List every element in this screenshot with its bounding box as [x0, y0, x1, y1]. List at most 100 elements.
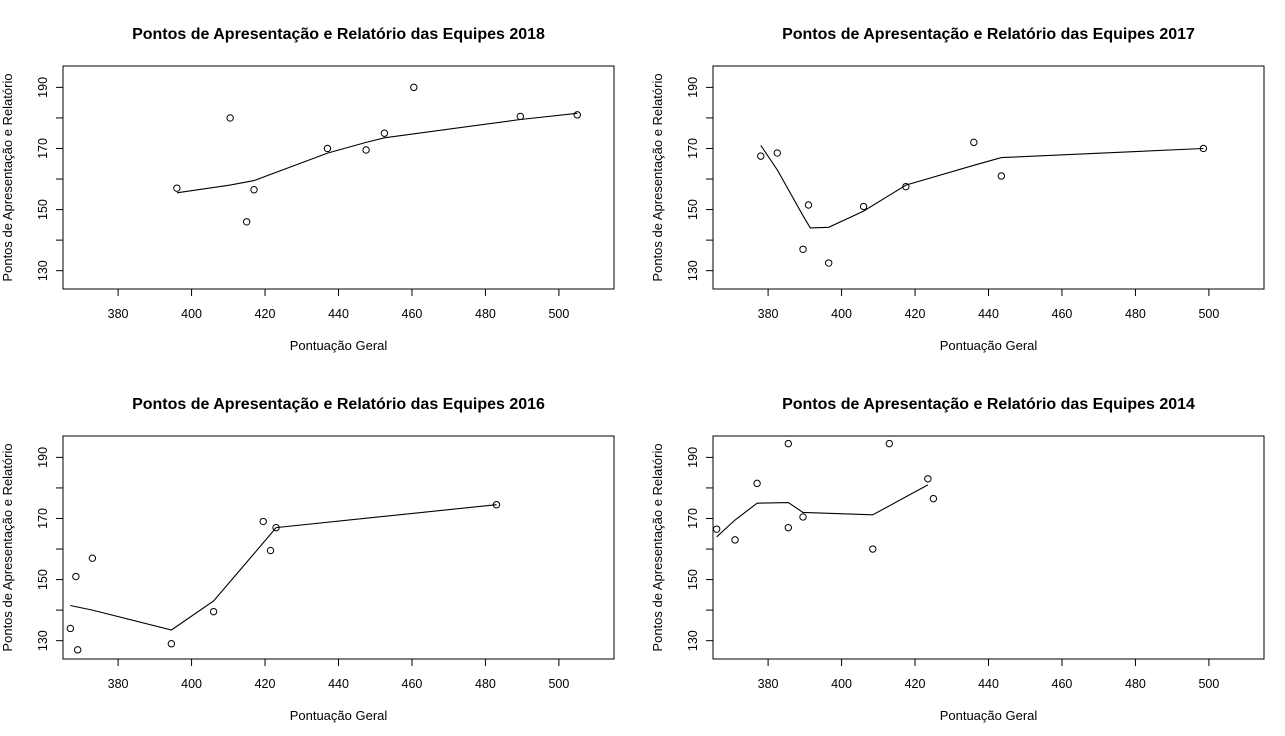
x-tick-label: 400: [831, 307, 852, 321]
y-tick-label: 150: [36, 199, 50, 220]
chart-title: Pontos de Apresentação e Relatório das E…: [782, 396, 1195, 413]
y-tick-label: 190: [686, 447, 700, 468]
x-tick-label: 440: [978, 677, 999, 691]
y-axis-label: Pontos de Apresentação e Relatório: [0, 443, 15, 651]
x-tick-label: 380: [108, 307, 129, 321]
data-point: [970, 138, 978, 147]
data-point: [66, 624, 75, 633]
y-tick-label: 150: [686, 569, 700, 590]
x-tick-label: 380: [758, 307, 779, 321]
x-tick-label: 420: [255, 677, 276, 691]
data-point: [869, 545, 877, 553]
chart-title: Pontos de Apresentação e Relatório das E…: [132, 26, 545, 43]
x-tick-label: 500: [548, 677, 569, 691]
plot-frame: [712, 435, 1265, 660]
y-tick-label: 170: [686, 138, 700, 159]
data-point: [902, 182, 910, 191]
x-tick-label: 380: [758, 677, 779, 691]
y-tick-label: 150: [36, 569, 50, 590]
x-tick-label: 460: [402, 677, 423, 691]
data-point: [929, 494, 938, 503]
y-tick-label: 190: [36, 447, 50, 468]
x-tick-label: 480: [1125, 677, 1146, 691]
plot-frame: [62, 65, 615, 290]
smooth-line: [70, 504, 497, 631]
x-axis-label: Pontuação Geral: [940, 708, 1038, 723]
data-point: [799, 513, 807, 521]
x-axis-label: Pontuação Geral: [940, 338, 1038, 353]
plot-frame: [62, 435, 615, 660]
data-point: [997, 172, 1006, 180]
data-point: [226, 114, 234, 122]
y-axis-label: Pontos de Apresentação e Relatório: [650, 443, 665, 651]
x-tick-label: 380: [108, 677, 129, 691]
x-tick-label: 420: [905, 307, 926, 321]
data-point: [859, 202, 868, 211]
data-point: [753, 479, 761, 488]
data-point: [362, 146, 370, 154]
data-point: [73, 646, 82, 654]
data-point: [209, 607, 218, 616]
smooth-line: [176, 112, 578, 194]
data-point: [885, 439, 894, 448]
data-point: [784, 523, 793, 532]
x-tick-label: 440: [978, 307, 999, 321]
data-point: [825, 259, 833, 267]
data-point: [924, 475, 932, 483]
x-axis-label: Pontuação Geral: [290, 338, 388, 353]
smooth-line: [716, 484, 929, 538]
chart-panel-1: Pontos de Apresentação e Relatório das E…: [0, 26, 615, 353]
x-tick-label: 400: [181, 677, 202, 691]
chart-title: Pontos de Apresentação e Relatório das E…: [782, 26, 1195, 43]
data-point: [492, 501, 501, 509]
x-tick-label: 480: [475, 307, 496, 321]
data-point: [573, 111, 581, 119]
x-tick-label: 460: [402, 307, 423, 321]
x-tick-label: 400: [181, 307, 202, 321]
data-point: [266, 546, 275, 555]
data-point: [259, 517, 267, 526]
data-point: [380, 129, 389, 137]
data-point: [1199, 144, 1208, 153]
x-tick-label: 480: [475, 677, 496, 691]
x-tick-label: 460: [1052, 307, 1073, 321]
y-tick-label: 170: [686, 508, 700, 529]
x-tick-label: 500: [1198, 307, 1219, 321]
x-tick-label: 500: [548, 307, 569, 321]
data-point: [712, 525, 721, 533]
y-tick-label: 190: [36, 77, 50, 98]
data-point: [804, 201, 813, 209]
chart-panel-4: Pontos de Apresentação e Relatório das E…: [650, 396, 1265, 723]
data-point: [72, 572, 80, 581]
data-point: [799, 245, 807, 253]
data-point: [173, 184, 181, 192]
x-tick-label: 480: [1125, 307, 1146, 321]
data-point: [88, 554, 97, 562]
data-point: [784, 439, 793, 448]
x-axis-label: Pontuação Geral: [290, 708, 388, 723]
y-axis-label: Pontos de Apresentação e Relatório: [650, 73, 665, 281]
y-tick-label: 130: [36, 260, 50, 281]
x-tick-label: 420: [905, 677, 926, 691]
chart-title: Pontos de Apresentação e Relatório das E…: [132, 396, 545, 413]
data-point: [250, 186, 258, 194]
data-point: [323, 144, 332, 153]
y-tick-label: 150: [686, 199, 700, 220]
data-point: [167, 640, 176, 648]
x-tick-label: 440: [328, 307, 349, 321]
y-tick-label: 170: [36, 508, 50, 529]
x-tick-label: 440: [328, 677, 349, 691]
plot-frame: [712, 65, 1265, 290]
y-tick-label: 190: [686, 77, 700, 98]
data-point: [757, 152, 765, 160]
data-point: [773, 149, 781, 157]
data-point: [410, 83, 418, 92]
y-tick-label: 130: [36, 630, 50, 651]
x-tick-label: 400: [831, 677, 852, 691]
x-tick-label: 460: [1052, 677, 1073, 691]
data-point: [272, 523, 280, 532]
chart-panel-3: Pontos de Apresentação e Relatório das E…: [0, 396, 615, 723]
y-tick-label: 130: [686, 630, 700, 651]
x-tick-label: 500: [1198, 677, 1219, 691]
